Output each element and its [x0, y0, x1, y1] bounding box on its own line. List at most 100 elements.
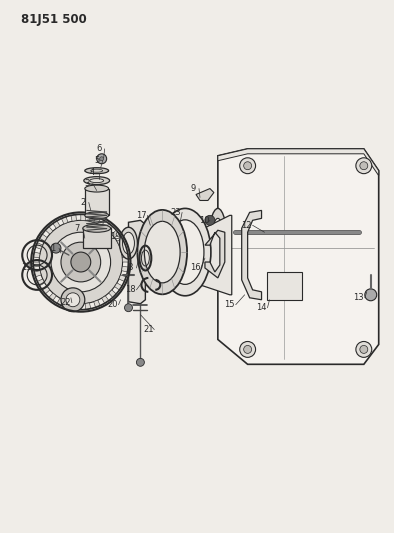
Polygon shape	[121, 247, 127, 253]
Text: 15: 15	[225, 300, 235, 309]
Circle shape	[243, 161, 252, 169]
Ellipse shape	[119, 227, 138, 259]
Text: 21: 21	[143, 325, 154, 334]
Ellipse shape	[138, 210, 187, 294]
Circle shape	[205, 215, 215, 225]
Polygon shape	[115, 283, 122, 290]
Polygon shape	[119, 275, 126, 281]
Ellipse shape	[90, 179, 104, 183]
Text: 7: 7	[74, 224, 80, 233]
Text: 81J51 500: 81J51 500	[21, 13, 87, 26]
Circle shape	[360, 161, 368, 169]
Circle shape	[365, 289, 377, 301]
Polygon shape	[53, 221, 60, 228]
Polygon shape	[128, 220, 145, 304]
Polygon shape	[33, 252, 40, 257]
Circle shape	[39, 220, 123, 304]
Circle shape	[66, 293, 80, 306]
Circle shape	[356, 342, 372, 357]
Text: 13: 13	[353, 293, 364, 302]
Text: 3: 3	[84, 179, 89, 188]
Ellipse shape	[91, 169, 103, 172]
Ellipse shape	[166, 220, 204, 285]
Polygon shape	[76, 303, 81, 310]
Polygon shape	[83, 228, 111, 248]
Text: 22: 22	[61, 298, 71, 307]
Text: 17: 17	[136, 211, 147, 220]
Polygon shape	[122, 266, 128, 272]
Text: 18: 18	[125, 285, 136, 294]
Polygon shape	[196, 189, 214, 200]
Polygon shape	[122, 257, 128, 262]
Circle shape	[240, 158, 256, 174]
Ellipse shape	[83, 224, 111, 232]
Polygon shape	[35, 243, 43, 249]
Ellipse shape	[85, 212, 109, 219]
Polygon shape	[89, 215, 96, 222]
Text: 16: 16	[190, 263, 200, 272]
Text: 1: 1	[50, 244, 56, 253]
Circle shape	[97, 154, 107, 164]
Circle shape	[61, 242, 101, 282]
Circle shape	[243, 345, 252, 353]
Text: 14: 14	[256, 303, 267, 312]
Polygon shape	[39, 234, 47, 241]
Ellipse shape	[144, 221, 180, 283]
Polygon shape	[85, 303, 91, 310]
Polygon shape	[66, 302, 72, 309]
Ellipse shape	[159, 208, 211, 296]
Polygon shape	[81, 214, 86, 221]
Polygon shape	[200, 215, 232, 295]
Polygon shape	[98, 219, 105, 226]
Polygon shape	[112, 230, 119, 238]
Polygon shape	[71, 215, 76, 221]
Polygon shape	[205, 230, 225, 278]
Text: 6: 6	[96, 144, 101, 154]
Polygon shape	[61, 217, 68, 224]
Text: 19: 19	[110, 232, 121, 241]
Polygon shape	[37, 279, 45, 286]
Ellipse shape	[85, 185, 109, 192]
Polygon shape	[42, 287, 50, 294]
Ellipse shape	[211, 219, 225, 278]
Text: 11: 11	[21, 263, 32, 272]
Text: 8: 8	[128, 263, 133, 272]
Circle shape	[51, 232, 111, 292]
Text: 12: 12	[242, 221, 252, 230]
Circle shape	[356, 158, 372, 174]
Polygon shape	[85, 189, 109, 215]
Circle shape	[51, 243, 61, 253]
Ellipse shape	[85, 168, 109, 174]
Polygon shape	[102, 296, 109, 303]
Circle shape	[61, 288, 85, 312]
Circle shape	[360, 345, 368, 353]
Circle shape	[71, 252, 91, 272]
Text: 5: 5	[94, 156, 99, 165]
Polygon shape	[109, 290, 116, 297]
Polygon shape	[105, 223, 113, 231]
Text: 20: 20	[107, 300, 118, 309]
Ellipse shape	[84, 176, 110, 184]
Polygon shape	[218, 149, 379, 365]
Polygon shape	[218, 149, 379, 176]
Text: 9: 9	[190, 184, 196, 193]
Circle shape	[240, 342, 256, 357]
Circle shape	[136, 358, 144, 366]
Polygon shape	[94, 300, 100, 308]
Polygon shape	[242, 211, 262, 300]
Text: 23: 23	[171, 208, 182, 217]
Polygon shape	[33, 262, 39, 267]
Ellipse shape	[123, 232, 134, 254]
Bar	[268, 272, 302, 300]
Polygon shape	[49, 293, 56, 301]
Text: 2: 2	[80, 198, 85, 207]
Ellipse shape	[208, 208, 228, 288]
Text: 4: 4	[90, 168, 95, 177]
Polygon shape	[57, 298, 64, 305]
Polygon shape	[45, 227, 53, 234]
Polygon shape	[117, 238, 125, 245]
Text: 10: 10	[199, 216, 209, 225]
Polygon shape	[34, 271, 41, 277]
Circle shape	[100, 157, 104, 161]
Circle shape	[125, 304, 132, 312]
